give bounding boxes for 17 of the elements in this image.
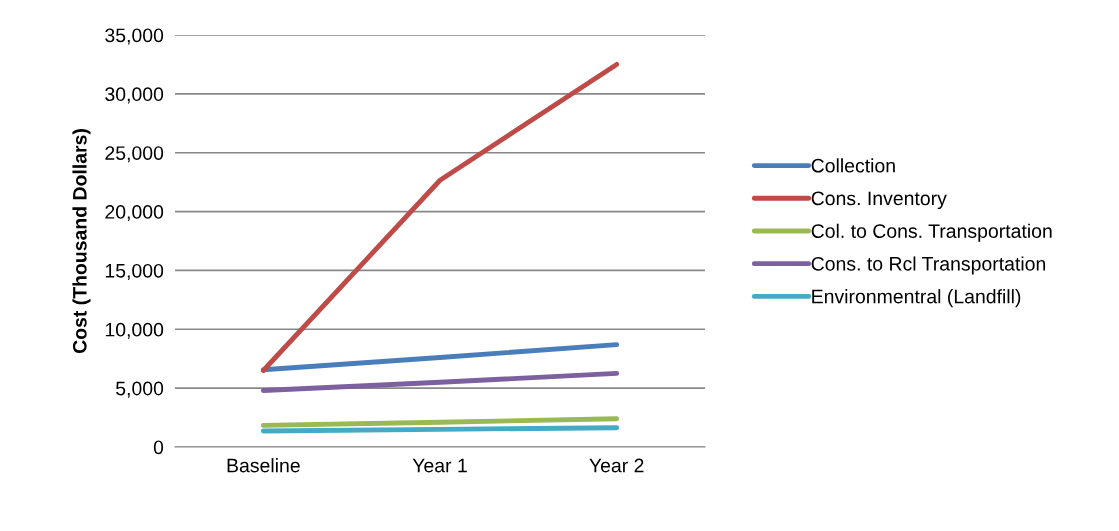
y-tick-label: 0 <box>153 440 164 455</box>
x-tick-label: Year 1 <box>412 458 467 473</box>
legend-label: Collection <box>811 158 895 173</box>
x-tick-label: Year 2 <box>589 458 644 473</box>
y-tick-label: 15,000 <box>105 263 164 280</box>
y-tick-label: 20,000 <box>105 205 164 222</box>
y-tick-label: 5,000 <box>116 381 164 398</box>
y-tick-label: 25,000 <box>105 146 164 163</box>
legend-label: Col. to Cons. Transportation <box>811 223 1052 242</box>
y-tick-label: 10,000 <box>105 322 164 339</box>
y-tick-label: 30,000 <box>105 87 164 104</box>
y-tick-label: 35,000 <box>105 28 164 45</box>
legend-label: Cons. Inventory <box>811 191 947 210</box>
legend-label: Cons. to Rcl Transportation <box>811 256 1046 275</box>
legend-label: Environmentral (Landfill) <box>812 289 1021 308</box>
x-tick-label: Baseline <box>227 458 300 473</box>
y-axis-title: Cost (Thousand Dollars) <box>72 129 91 354</box>
